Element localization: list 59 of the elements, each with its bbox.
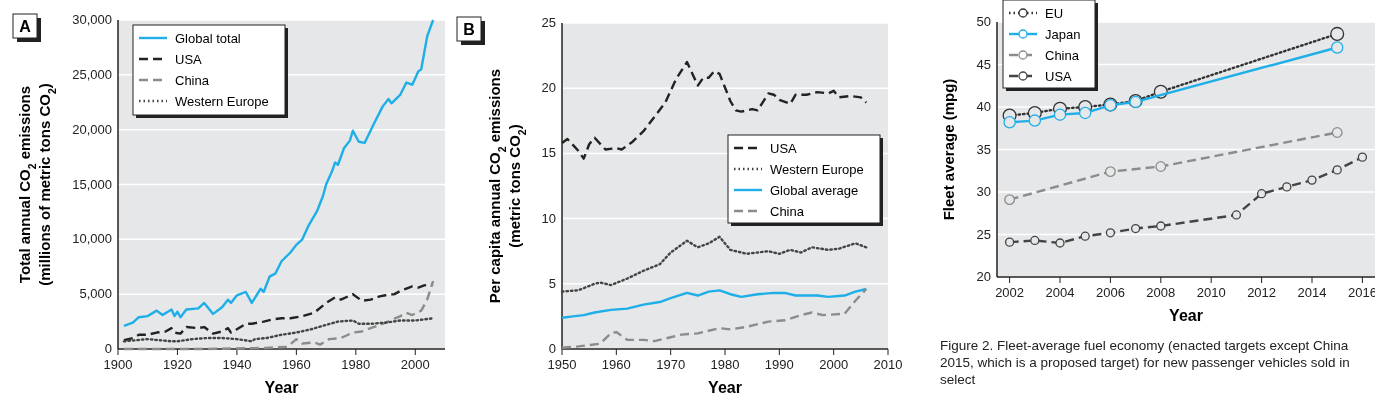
legend-label: Japan: [1045, 27, 1081, 42]
legend-label: Global total: [175, 31, 241, 46]
y-tick-label: 25: [976, 226, 991, 242]
x-tick-label: 1900: [103, 357, 133, 372]
legend-label: Western Europe: [175, 94, 269, 109]
x-tick-label: 2000: [819, 357, 849, 372]
y-tick-label: 30,000: [72, 12, 112, 27]
x-tick-label: 2000: [400, 357, 430, 372]
x-tick-label: 2006: [1095, 285, 1125, 300]
x-tick-label: 1980: [341, 357, 371, 372]
legend-label: Western Europe: [770, 162, 864, 177]
y-tick-label: 20,000: [72, 121, 112, 137]
x-tick-label: 1960: [281, 357, 311, 372]
x-tick-label: 2014: [1297, 285, 1327, 300]
chart-title: B: [463, 21, 475, 38]
y-tick-label: 50: [976, 14, 991, 29]
x-tick-label: 1960: [601, 357, 631, 372]
x-tick-label: 2012: [1247, 285, 1277, 300]
y-tick-label: 20: [976, 269, 991, 284]
x-tick-label: 1970: [656, 357, 686, 372]
legend-label: China: [770, 204, 805, 219]
legend-label: USA: [175, 52, 203, 67]
x-axis-title: Year: [1169, 307, 1203, 324]
x-tick-label: 2002: [995, 285, 1025, 300]
y-tick-label: 40: [976, 99, 991, 114]
y-tick-label: 0: [548, 341, 556, 356]
y-tick-label: 45: [976, 56, 991, 72]
y-tick-label: 20: [541, 80, 556, 96]
y-tick-label: 30: [976, 184, 991, 199]
x-axis-title: Year: [264, 379, 299, 396]
x-tick-label: 2008: [1146, 285, 1176, 300]
legend-label: USA: [1045, 69, 1073, 84]
x-tick-label: 1950: [547, 357, 577, 372]
x-tick-label: 1990: [764, 357, 794, 372]
legend-label: EU: [1045, 6, 1064, 21]
legend-label: Global average: [770, 183, 859, 198]
x-axis-title: Year: [708, 379, 742, 396]
y-tick-label: 15,000: [72, 176, 112, 192]
legend-label: China: [175, 73, 210, 88]
y-tick-label: 25,000: [72, 66, 112, 82]
y-axis-title: Fleet average (mpg): [940, 78, 957, 221]
chart-title: A: [19, 18, 32, 35]
y-tick-label: 0: [104, 341, 112, 356]
caption: Figure 2. Fleet-average fuel economy (enacted targets except China 2015, which is a proposed target) for new passenger vehicles sold in select: [940, 337, 1351, 388]
y-tick-label: 15: [541, 145, 556, 161]
x-tick-label: 1940: [222, 357, 252, 372]
x-tick-label: 1980: [710, 357, 740, 372]
y-tick-label: 5,000: [79, 286, 112, 302]
x-tick-label: 2010: [873, 357, 903, 372]
legend-label: USA: [770, 141, 798, 156]
y-tick-label: 10: [541, 210, 556, 226]
y-tick-label: 10,000: [72, 231, 112, 247]
y-tick-label: 5: [548, 275, 556, 291]
x-tick-label: 2010: [1196, 285, 1226, 300]
y-tick-label: 35: [976, 141, 991, 157]
x-tick-label: 1920: [162, 357, 192, 372]
legend-label: China: [1045, 48, 1080, 63]
y-tick-label: 25: [541, 15, 556, 30]
x-tick-label: 2004: [1045, 285, 1075, 300]
